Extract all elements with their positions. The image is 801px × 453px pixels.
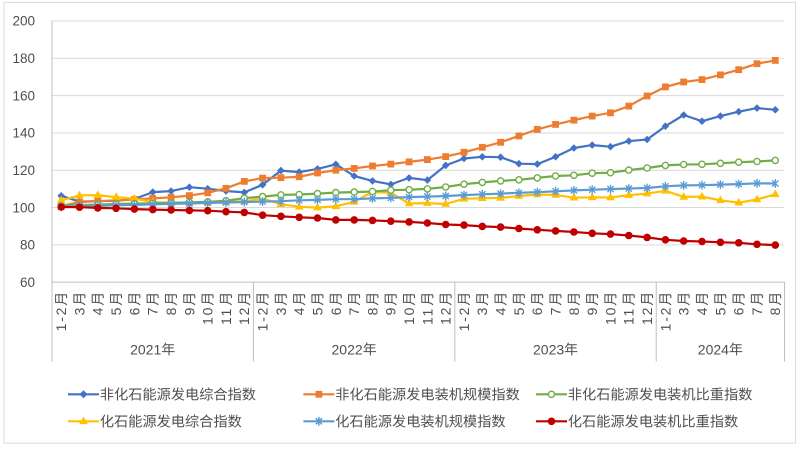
svg-text:8: 8 [566, 306, 582, 316]
svg-text:11: 11 [218, 307, 234, 325]
svg-text:1-2: 1-2 [255, 306, 271, 332]
svg-text:1-2: 1-2 [456, 306, 472, 332]
svg-text:12: 12 [639, 306, 655, 325]
svg-text:11: 11 [621, 307, 637, 325]
svg-text:2024: 2024 [698, 341, 729, 357]
svg-text:6: 6 [731, 306, 747, 316]
svg-text:3: 3 [71, 306, 87, 316]
svg-text:3: 3 [676, 306, 692, 316]
svg-text:6: 6 [328, 306, 344, 316]
svg-text:5: 5 [712, 306, 728, 316]
svg-text:2023: 2023 [533, 341, 564, 357]
svg-text:10: 10 [602, 306, 618, 325]
svg-text:2022: 2022 [332, 341, 363, 357]
svg-text:3: 3 [474, 306, 490, 316]
svg-text:12: 12 [236, 306, 252, 325]
svg-text:2021: 2021 [130, 341, 161, 357]
svg-text:3: 3 [273, 306, 289, 316]
svg-text:5: 5 [309, 306, 325, 316]
svg-text:160: 160 [12, 88, 35, 103]
svg-text:100: 100 [12, 200, 35, 215]
svg-text:5: 5 [511, 306, 527, 316]
svg-text:1-2: 1-2 [53, 306, 69, 332]
svg-text:4: 4 [694, 306, 710, 316]
svg-text:9: 9 [383, 306, 399, 316]
svg-text:12: 12 [438, 306, 454, 325]
svg-text:7: 7 [547, 306, 563, 316]
svg-text:7: 7 [749, 306, 765, 316]
svg-text:60: 60 [20, 275, 35, 290]
svg-text:7: 7 [145, 306, 161, 316]
svg-text:200: 200 [12, 14, 35, 29]
svg-text:1-2: 1-2 [657, 306, 673, 332]
svg-text:11: 11 [419, 307, 435, 325]
svg-text:8: 8 [163, 306, 179, 316]
svg-text:10: 10 [200, 306, 216, 325]
svg-text:6: 6 [529, 306, 545, 316]
svg-text:10: 10 [401, 306, 417, 325]
svg-text:120: 120 [12, 163, 35, 178]
svg-text:6: 6 [126, 306, 142, 316]
svg-text:9: 9 [584, 306, 600, 316]
svg-text:180: 180 [12, 51, 35, 66]
svg-text:8: 8 [364, 306, 380, 316]
svg-text:80: 80 [20, 238, 35, 253]
svg-text:4: 4 [493, 306, 509, 316]
svg-text:5: 5 [108, 306, 124, 316]
svg-text:9: 9 [181, 306, 197, 316]
svg-text:4: 4 [291, 306, 307, 316]
svg-text:140: 140 [12, 126, 35, 141]
svg-text:7: 7 [346, 306, 362, 316]
svg-text:8: 8 [767, 306, 783, 316]
svg-text:4: 4 [90, 306, 106, 316]
